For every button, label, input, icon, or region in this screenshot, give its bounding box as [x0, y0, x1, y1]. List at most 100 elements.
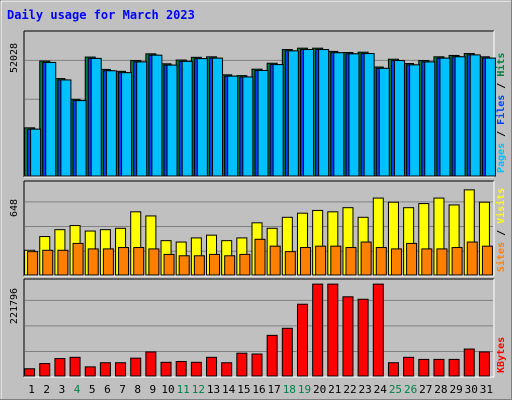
bar-sites-2 [42, 249, 54, 276]
bar-sites-14 [224, 255, 236, 276]
bar-pages-9 [151, 54, 163, 177]
panel-visits: 648 Sites / Visits [9, 180, 507, 277]
x-tick-label: 21 [328, 383, 341, 396]
bar-pages-12 [196, 58, 208, 177]
bar-pages-30 [469, 54, 481, 177]
bar-kbytes-7 [115, 362, 127, 377]
x-tick-label: 10 [161, 383, 174, 396]
bar-sites-27 [421, 248, 433, 276]
bar-kbytes-1 [24, 368, 36, 377]
bar-sites-8 [133, 247, 145, 276]
bar-pages-25 [393, 60, 405, 177]
legend-entry-slash: / [496, 224, 507, 242]
bar-kbytes-19 [296, 303, 308, 377]
bar-pages-10 [166, 64, 178, 177]
bar-kbytes-28 [433, 358, 445, 377]
bar-kbytes-4 [69, 356, 81, 377]
bar-pages-1 [30, 128, 42, 177]
legend-kbytes: KBytes [496, 337, 507, 373]
bar-sites-16 [254, 238, 266, 276]
bar-sites-29 [451, 247, 463, 276]
bar-pages-27 [424, 61, 436, 177]
bar-kbytes-9 [145, 351, 157, 377]
bar-kbytes-29 [448, 358, 460, 377]
y-max-label: 648 [9, 199, 20, 217]
bar-pages-21 [333, 52, 345, 177]
x-tick-label: 24 [374, 383, 388, 396]
bar-pages-23 [363, 53, 375, 177]
bar-kbytes-14 [221, 362, 233, 377]
legend-hits: Pages / Files / Hits [495, 53, 507, 173]
bar-pages-13 [212, 57, 224, 177]
bar-kbytes-12 [190, 361, 202, 377]
bar-sites-5 [87, 248, 99, 276]
bar-pages-11 [181, 60, 193, 177]
bar-pages-17 [272, 64, 284, 177]
bar-pages-29 [454, 56, 466, 177]
panel-hits: 52028 Pages / Files / Hits [9, 30, 507, 178]
bar-pages-14 [227, 75, 239, 177]
x-tick-label: 6 [104, 383, 111, 396]
bar-kbytes-11 [175, 360, 187, 377]
bar-pages-19 [302, 49, 314, 177]
bar-kbytes-16 [251, 353, 263, 377]
bar-sites-3 [57, 249, 69, 276]
x-tick-label: 26 [404, 383, 417, 396]
bar-sites-9 [148, 248, 160, 276]
x-tick-label: 2 [43, 383, 50, 396]
bar-sites-28 [436, 248, 448, 276]
bar-sites-15 [239, 253, 251, 276]
x-tick-label: 15 [237, 383, 250, 396]
bar-sites-6 [102, 248, 114, 276]
legend-visits: Sites / Visits [495, 188, 507, 272]
x-tick-label: 27 [419, 383, 432, 396]
bar-kbytes-10 [160, 361, 172, 377]
bar-sites-30 [466, 241, 478, 276]
bar-pages-28 [439, 57, 451, 177]
x-tick-label: 16 [252, 383, 265, 396]
bar-pages-24 [378, 67, 390, 177]
bar-kbytes-27 [418, 358, 430, 377]
bar-kbytes-17 [266, 334, 278, 377]
x-tick-label: 25 [389, 383, 402, 396]
x-tick-label: 13 [207, 383, 220, 396]
bar-pages-4 [75, 100, 87, 177]
bar-kbytes-13 [206, 356, 218, 377]
x-tick-label: 22 [343, 383, 356, 396]
panel-kbytes: 221796 KBytes [9, 278, 507, 378]
x-tick-label: 19 [298, 383, 311, 396]
bar-pages-20 [318, 49, 330, 177]
bar-kbytes-31 [478, 351, 490, 377]
bar-pages-22 [348, 53, 360, 177]
legend-entry-hits: Hits [495, 53, 507, 77]
bar-sites-13 [209, 253, 221, 276]
bar-kbytes-24 [372, 283, 384, 377]
bar-pages-26 [409, 64, 421, 177]
bar-kbytes-21 [327, 283, 339, 377]
bar-sites-19 [299, 247, 311, 276]
bar-sites-25 [390, 248, 402, 276]
y-max-label: 52028 [9, 43, 20, 73]
x-tick-label: 4 [74, 383, 81, 396]
bar-pages-2 [45, 61, 57, 177]
bar-sites-10 [163, 253, 175, 276]
x-axis-labels: 1 2 3 4 5 6 7 8 9 10 11 12 13 14 15 16 17 18 19 20 21 22 23 24 2… [28, 383, 493, 396]
x-tick-label: 11 [177, 383, 190, 396]
bar-kbytes-8 [130, 357, 142, 377]
bar-kbytes-15 [236, 352, 248, 377]
bar-sites-7 [118, 247, 130, 276]
bar-kbytes-26 [403, 356, 415, 377]
bar-kbytes-6 [99, 362, 111, 377]
x-tick-label: 14 [222, 383, 236, 396]
legend-entry-files: Files [495, 95, 507, 125]
legend-entry-pages: Pages [496, 143, 507, 173]
bar-pages-8 [136, 61, 148, 177]
bar-kbytes-30 [463, 348, 475, 377]
bar-pages-3 [60, 79, 72, 177]
bar-sites-1 [27, 251, 39, 276]
bar-sites-31 [481, 245, 493, 276]
bar-pages-31 [484, 57, 496, 177]
x-tick-label: 31 [480, 383, 493, 396]
bar-pages-6 [105, 70, 117, 177]
